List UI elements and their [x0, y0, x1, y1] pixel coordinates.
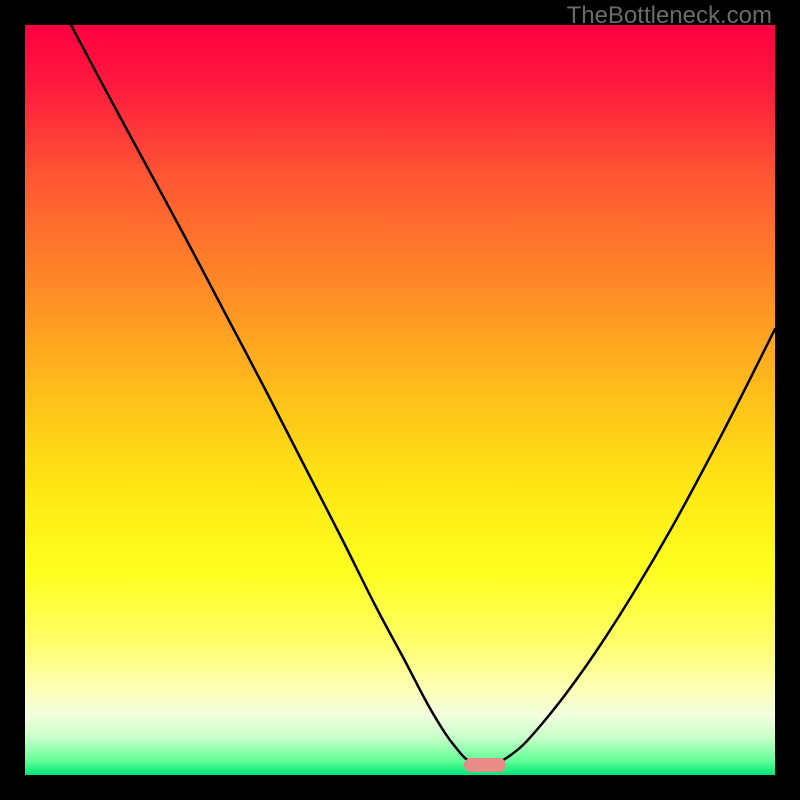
- bottleneck-curve-svg: [25, 25, 775, 775]
- bottleneck-curve: [71, 25, 775, 765]
- bottleneck-plot-area: [25, 25, 775, 775]
- optimal-marker: [464, 758, 506, 772]
- watermark-text: TheBottleneck.com: [567, 2, 772, 30]
